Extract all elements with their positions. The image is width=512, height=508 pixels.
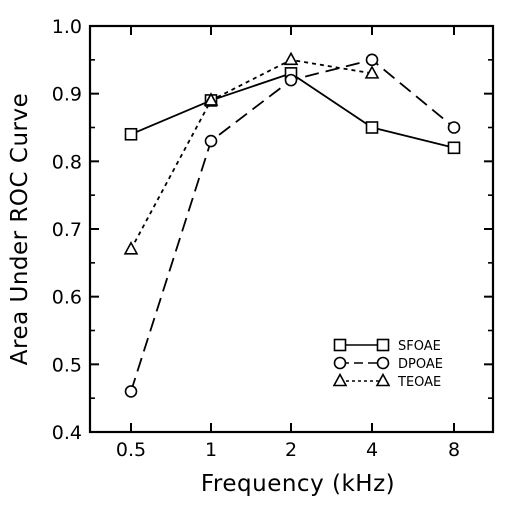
teoae-line: [130, 58, 373, 250]
y-tick-label: 0.5: [52, 354, 82, 376]
x-tick-label: 1: [205, 439, 217, 461]
legend-marker-dpoae: [333, 356, 347, 370]
sfoae-point: [447, 141, 461, 155]
x-ticks: 0.5 1 2 4 8: [116, 26, 460, 461]
y-tick-label: 0.9: [52, 84, 82, 106]
series-teoae: [123, 51, 380, 255]
x-tick-label: 4: [366, 439, 378, 461]
legend-marker-sfoae: [376, 338, 390, 352]
y-tick-label: 0.4: [52, 422, 82, 444]
legend: SFOAE DPOAE TEOAE: [332, 338, 443, 390]
teoae-point: [123, 241, 139, 255]
legend-label-sfoae: SFOAE: [398, 339, 441, 354]
sfoae-point: [124, 127, 138, 141]
legend-marker-dpoae: [376, 356, 390, 370]
x-tick-label: 8: [448, 439, 460, 461]
legend-label-teoae: TEOAE: [397, 375, 441, 390]
teoae-point: [364, 65, 380, 79]
y-tick-label: 1.0: [52, 16, 82, 38]
dpoae-point: [365, 53, 379, 67]
series-dpoae: [124, 53, 461, 398]
y-tick-label: 0.7: [52, 219, 82, 241]
y-ticks: 0.4 0.5 0.6 0.7 0.8 0.9 1.0: [52, 16, 493, 444]
x-axis-title: Frequency (kHz): [201, 471, 395, 497]
legend-marker-teoae: [332, 372, 348, 387]
y-tick-label: 0.8: [52, 151, 82, 173]
legend-label-dpoae: DPOAE: [398, 357, 443, 372]
y-tick-label: 0.6: [52, 287, 82, 309]
legend-marker-teoae: [375, 372, 391, 387]
dpoae-point: [284, 73, 298, 87]
sfoae-point: [365, 121, 379, 134]
teoae-point: [203, 92, 219, 106]
x-tick-label: 2: [285, 439, 297, 461]
series-layer: [123, 51, 461, 398]
dpoae-point: [124, 385, 138, 398]
legend-marker-sfoae: [333, 338, 347, 352]
y-axis-title: Area Under ROC Curve: [7, 93, 33, 365]
dpoae-point: [447, 121, 461, 134]
teoae-point: [283, 51, 299, 66]
x-tick-label: 0.5: [116, 439, 146, 461]
dpoae-point: [204, 134, 218, 148]
